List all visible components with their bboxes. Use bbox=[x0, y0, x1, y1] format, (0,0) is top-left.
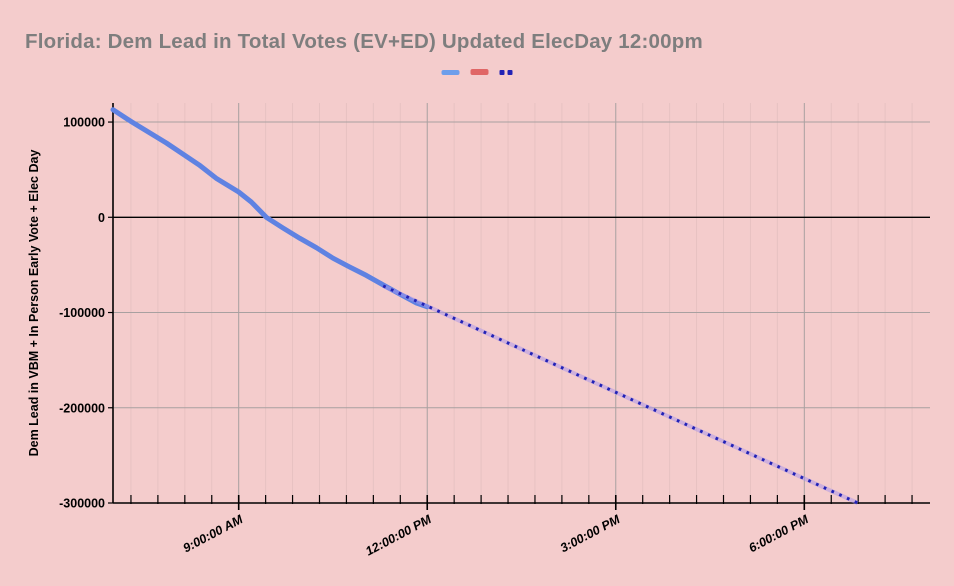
y-axis-title: Dem Lead in VBM + In Person Early Vote +… bbox=[27, 149, 41, 457]
chart-title: Florida: Dem Lead in Total Votes (EV+ED)… bbox=[25, 30, 703, 53]
svg-text:-300000: -300000 bbox=[59, 497, 105, 511]
svg-text:12:00:00 PM: 12:00:00 PM bbox=[363, 512, 434, 559]
svg-text:100000: 100000 bbox=[63, 116, 105, 130]
x-axis-ticks bbox=[108, 121, 913, 510]
svg-text:6:00:00 PM: 6:00:00 PM bbox=[746, 512, 811, 555]
minor-gridlines bbox=[130, 103, 913, 503]
svg-text:0: 0 bbox=[98, 211, 105, 225]
y-axis-labels: 100000 0 -100000 -200000 -300000 bbox=[59, 116, 105, 511]
projection-dotted-line bbox=[382, 284, 859, 505]
svg-text:9:00:00 AM: 9:00:00 AM bbox=[181, 512, 246, 555]
svg-text:-100000: -100000 bbox=[59, 306, 105, 320]
legend-swatch-dotted-navy-icon bbox=[499, 69, 513, 75]
major-gridlines bbox=[113, 103, 930, 503]
x-axis-labels: 9:00:00 AM 12:00:00 PM 3:00:00 PM 6:00:00 P… bbox=[181, 512, 812, 559]
legend-swatch-solid-blue-icon bbox=[441, 69, 460, 75]
legend-swatch-solid-red-icon bbox=[470, 69, 489, 75]
svg-text:3:00:00 PM: 3:00:00 PM bbox=[558, 512, 623, 555]
svg-text:-200000: -200000 bbox=[59, 401, 105, 415]
chart-legend bbox=[441, 67, 513, 77]
actual-votes-line bbox=[110, 107, 430, 310]
